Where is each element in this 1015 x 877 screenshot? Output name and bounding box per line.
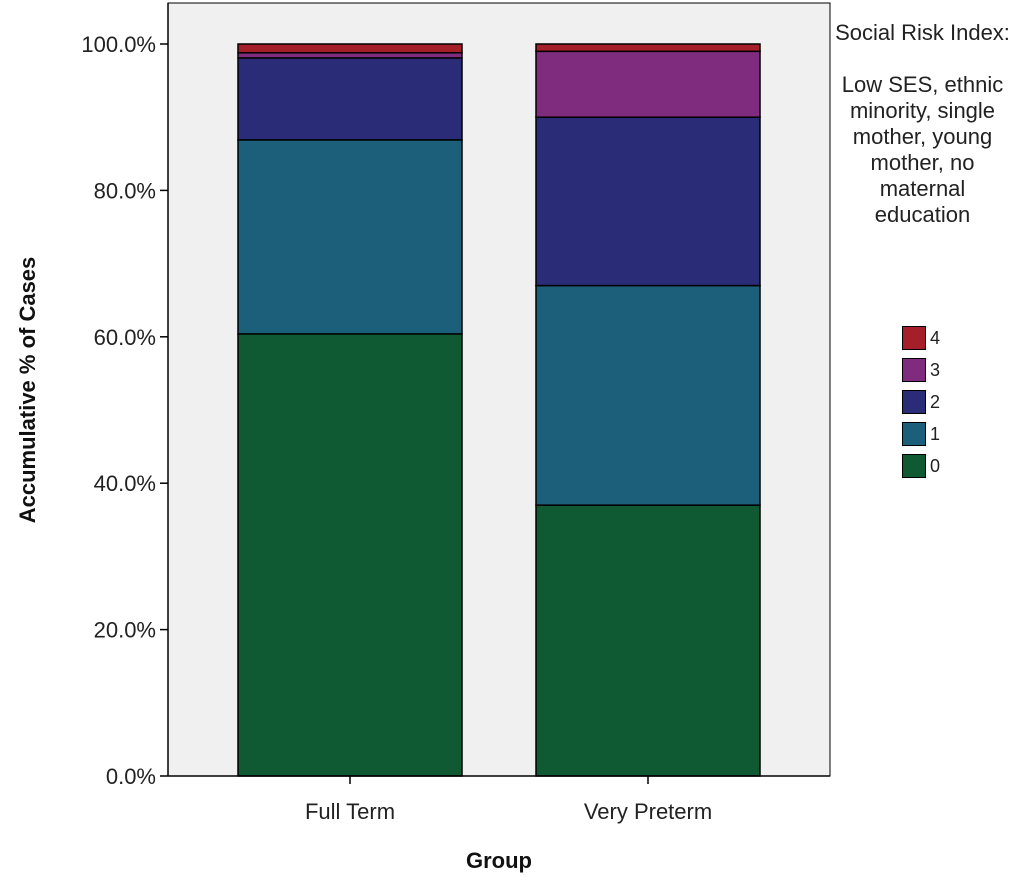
x-tick-label: Very Preterm	[584, 799, 712, 824]
y-tick-label: 40.0%	[94, 471, 156, 496]
legend: 4 3 2 1 0	[902, 322, 940, 482]
y-tick-label: 100.0%	[81, 32, 156, 57]
x-axis-title: Group	[466, 848, 532, 873]
bar-segment-full-term-level-1	[237, 139, 463, 335]
legend-label: 4	[930, 327, 941, 348]
legend-item-0: 0	[902, 450, 940, 482]
bar-segment-full-term-level-2	[237, 57, 463, 141]
legend-swatch	[902, 326, 926, 350]
legend-label: 2	[930, 391, 941, 412]
x-tick-label: Full Term	[305, 799, 395, 824]
legend-item-2: 2	[902, 386, 940, 418]
legend-swatch	[902, 390, 926, 414]
legend-item-3: 3	[902, 354, 940, 386]
bar-segment-very-preterm-level-4	[535, 43, 761, 53]
y-axis-title: Accumulative % of Cases	[15, 257, 40, 524]
bar-segment-full-term-level-4	[237, 43, 463, 54]
legend-label: 3	[930, 359, 941, 380]
bar-segment-full-term-level-0	[237, 333, 463, 777]
legend-swatch	[902, 358, 926, 382]
bar-segment-very-preterm-level-3	[535, 50, 761, 118]
bar-segment-full-term-level-3	[237, 52, 463, 59]
y-tick-label: 0.0%	[106, 764, 156, 789]
legend-item-1: 1	[902, 418, 940, 450]
legend-item-4: 4	[902, 322, 940, 354]
bar-segment-very-preterm-level-0	[535, 504, 761, 777]
y-tick-label: 20.0%	[94, 618, 156, 643]
axes-layer: 0.0% 20.0% 40.0% 60.0% 80.0% 100.0% Full Term V…	[81, 3, 830, 824]
legend-swatch	[902, 422, 926, 446]
bar-segment-very-preterm-level-1	[535, 284, 761, 506]
bar-segment-very-preterm-level-2	[535, 116, 761, 287]
legend-label: 1	[930, 423, 941, 444]
bar-layer	[237, 43, 761, 777]
legend-label: 0	[930, 455, 941, 476]
y-tick-label: 80.0%	[94, 178, 156, 203]
y-tick-label: 60.0%	[94, 325, 156, 350]
legend-title: Social Risk Index: Low SES, ethnic minor…	[835, 20, 1010, 227]
legend-swatch	[902, 454, 926, 478]
